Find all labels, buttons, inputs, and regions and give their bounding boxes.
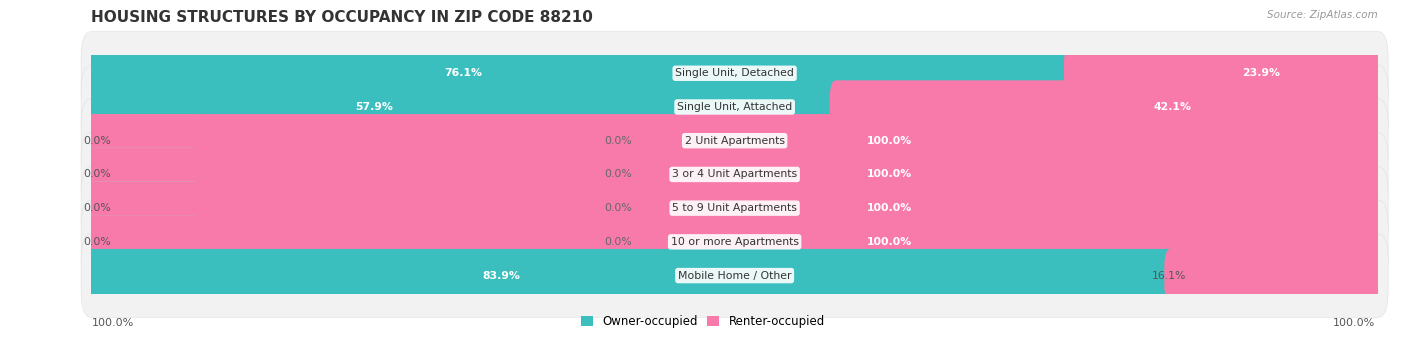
Text: Single Unit, Detached: Single Unit, Detached [675,68,794,78]
Text: 3 or 4 Unit Apartments: 3 or 4 Unit Apartments [672,169,797,180]
Text: 100.0%: 100.0% [866,237,911,247]
Text: Mobile Home / Other: Mobile Home / Other [678,271,792,280]
Legend: Owner-occupied, Renter-occupied: Owner-occupied, Renter-occupied [576,310,830,333]
FancyBboxPatch shape [830,80,1385,134]
FancyBboxPatch shape [82,234,1388,317]
Text: 5 to 9 Unit Apartments: 5 to 9 Unit Apartments [672,203,797,213]
Text: 0.0%: 0.0% [605,169,631,180]
FancyBboxPatch shape [84,114,201,167]
Text: 0.0%: 0.0% [605,237,631,247]
Text: 0.0%: 0.0% [83,136,111,146]
Text: HOUSING STRUCTURES BY OCCUPANCY IN ZIP CODE 88210: HOUSING STRUCTURES BY OCCUPANCY IN ZIP C… [91,10,593,25]
Text: 83.9%: 83.9% [482,271,520,280]
Text: 100.0%: 100.0% [1333,318,1375,328]
FancyBboxPatch shape [82,200,1388,284]
FancyBboxPatch shape [84,114,1385,167]
Text: 0.0%: 0.0% [605,203,631,213]
Text: 100.0%: 100.0% [91,318,134,328]
FancyBboxPatch shape [1064,47,1385,100]
FancyBboxPatch shape [84,182,201,235]
FancyBboxPatch shape [84,182,1385,235]
FancyBboxPatch shape [82,31,1388,115]
Text: 10 or more Apartments: 10 or more Apartments [671,237,799,247]
FancyBboxPatch shape [82,99,1388,183]
Text: 16.1%: 16.1% [1152,271,1185,280]
FancyBboxPatch shape [82,65,1388,149]
Text: 0.0%: 0.0% [83,203,111,213]
Text: 0.0%: 0.0% [83,237,111,247]
FancyBboxPatch shape [84,80,842,134]
Text: 57.9%: 57.9% [356,102,394,112]
Text: 0.0%: 0.0% [83,169,111,180]
FancyBboxPatch shape [82,133,1388,216]
Text: 100.0%: 100.0% [866,169,911,180]
FancyBboxPatch shape [84,249,1177,302]
FancyBboxPatch shape [84,215,1385,268]
Text: Single Unit, Attached: Single Unit, Attached [678,102,792,112]
Text: 2 Unit Apartments: 2 Unit Apartments [685,136,785,146]
Text: Source: ZipAtlas.com: Source: ZipAtlas.com [1267,10,1378,20]
FancyBboxPatch shape [84,215,201,268]
Text: 42.1%: 42.1% [1153,102,1191,112]
FancyBboxPatch shape [84,148,1385,201]
FancyBboxPatch shape [84,148,201,201]
Text: 76.1%: 76.1% [444,68,482,78]
Text: 100.0%: 100.0% [866,203,911,213]
FancyBboxPatch shape [84,47,1077,100]
FancyBboxPatch shape [82,166,1388,250]
Text: 23.9%: 23.9% [1241,68,1279,78]
Text: 100.0%: 100.0% [866,136,911,146]
FancyBboxPatch shape [1164,249,1385,302]
Text: 0.0%: 0.0% [605,136,631,146]
